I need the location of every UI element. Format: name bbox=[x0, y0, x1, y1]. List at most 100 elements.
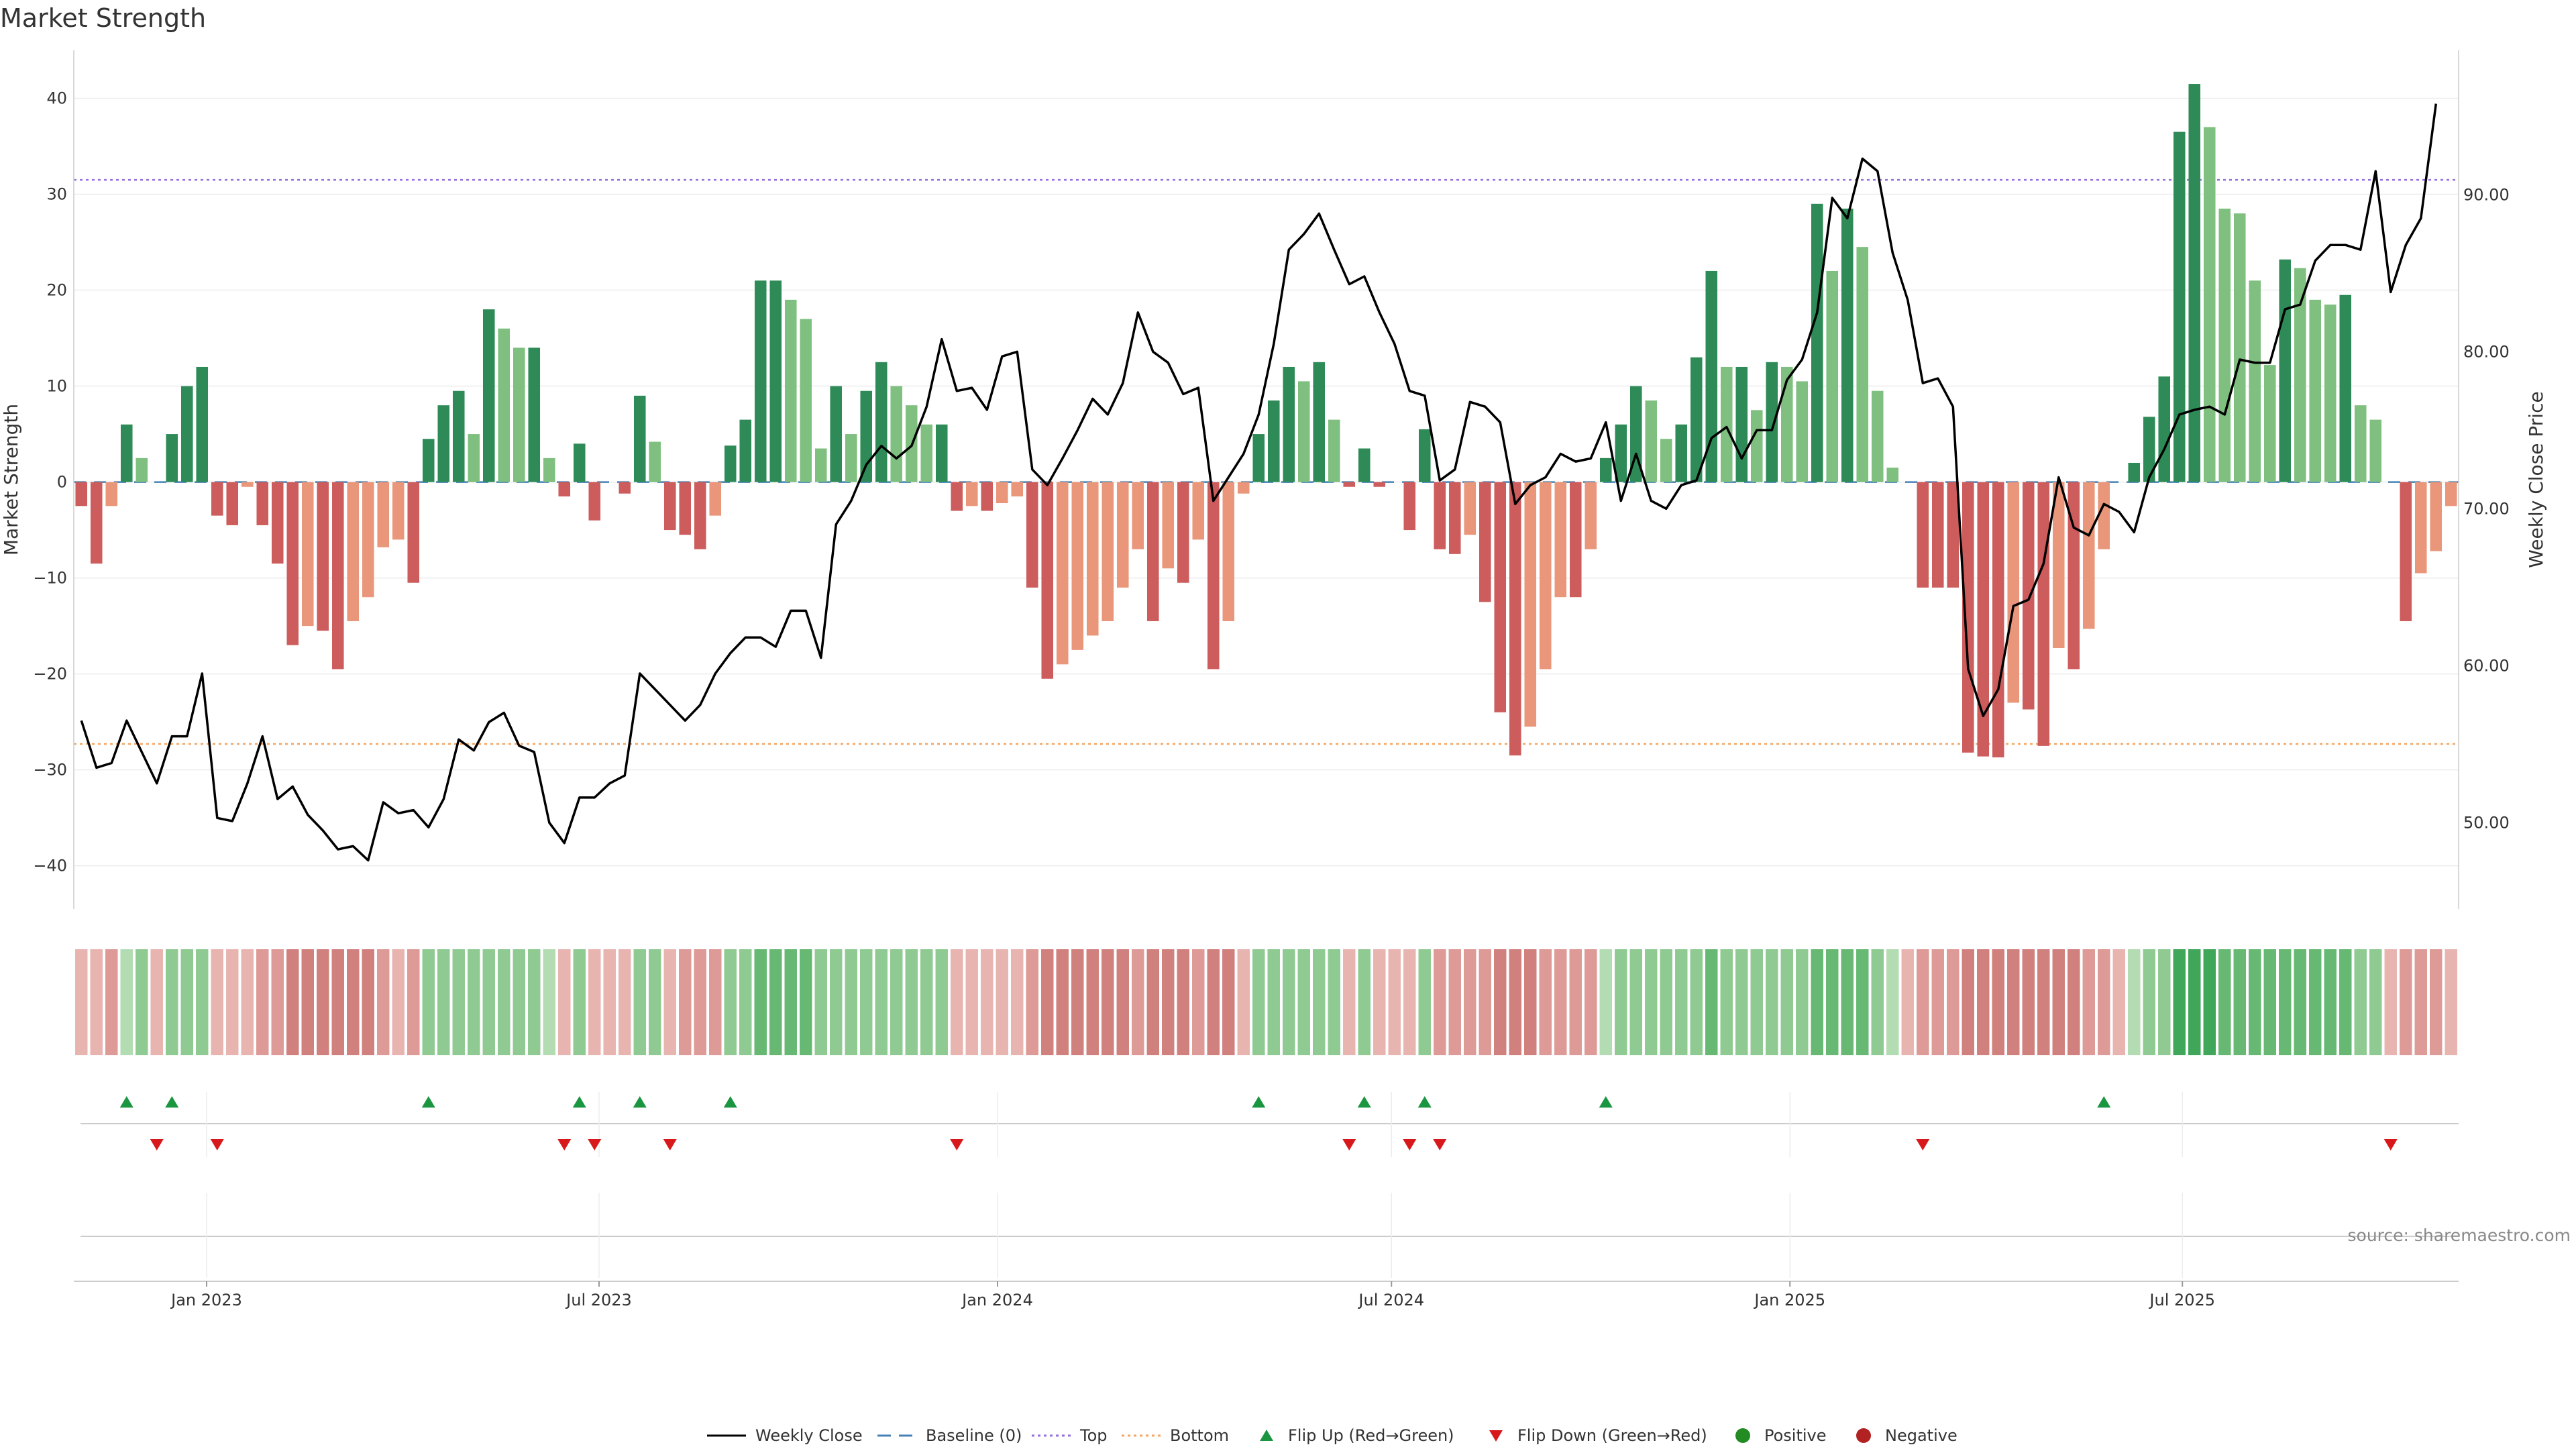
heat-cell bbox=[951, 949, 963, 1055]
heat-cell bbox=[1841, 949, 1854, 1055]
heat-cell bbox=[1992, 949, 2004, 1055]
strength-bar bbox=[1977, 482, 1990, 757]
heat-cell bbox=[498, 949, 511, 1055]
strength-bar bbox=[981, 482, 994, 511]
heat-cell bbox=[2324, 949, 2337, 1055]
legend-item: Flip Up (Red→Green) bbox=[1260, 1426, 1454, 1445]
legend-label: Top bbox=[1079, 1426, 1108, 1445]
strength-bar bbox=[1434, 482, 1446, 549]
heat-cell bbox=[1011, 949, 1024, 1055]
heat-cell bbox=[860, 949, 873, 1055]
strength-bar bbox=[136, 458, 148, 482]
strength-bar bbox=[1026, 482, 1038, 588]
flip-up-marker bbox=[119, 1096, 133, 1108]
legend-label: Bottom bbox=[1170, 1426, 1229, 1445]
strength-bar bbox=[800, 319, 812, 482]
heat-cell bbox=[2400, 949, 2412, 1055]
heat-cell bbox=[2098, 949, 2110, 1055]
flip-down-marker bbox=[1916, 1139, 1930, 1150]
strength-bar bbox=[1750, 410, 1763, 482]
heat-cell bbox=[784, 949, 797, 1055]
strength-bar bbox=[2430, 482, 2443, 551]
heat-cell bbox=[1343, 949, 1356, 1055]
heat-cell bbox=[1102, 949, 1114, 1055]
heat-cell bbox=[528, 949, 541, 1055]
heat-cell bbox=[1313, 949, 1326, 1055]
strength-bar bbox=[1886, 468, 1899, 482]
strength-bar bbox=[1418, 429, 1431, 482]
strength-bar bbox=[482, 309, 495, 482]
strength-bar bbox=[377, 482, 390, 547]
strength-bar bbox=[1735, 366, 1748, 482]
flip-up-marker bbox=[1252, 1096, 1266, 1108]
heat-cell bbox=[694, 949, 706, 1055]
strength-bars bbox=[75, 84, 2457, 758]
heat-cell bbox=[136, 949, 148, 1055]
strength-bar bbox=[860, 390, 873, 482]
heat-cell bbox=[2294, 949, 2306, 1055]
flip-down-marker bbox=[950, 1139, 964, 1150]
heat-cell bbox=[1599, 949, 1612, 1055]
strength-bar bbox=[1947, 482, 1960, 588]
heat-cell bbox=[2249, 949, 2261, 1055]
strength-bar bbox=[1585, 482, 1597, 549]
legend-item: Weekly Close bbox=[707, 1426, 863, 1445]
strength-bar bbox=[498, 328, 511, 482]
legend-label: Flip Down (Green→Red) bbox=[1517, 1426, 1707, 1445]
heat-cell bbox=[965, 949, 978, 1055]
heat-cell bbox=[2112, 949, 2125, 1055]
strength-bar bbox=[1931, 482, 1944, 588]
legend-label: Negative bbox=[1885, 1426, 1957, 1445]
flip-markers-panel bbox=[80, 1092, 2459, 1157]
flip-down-marker bbox=[663, 1139, 677, 1150]
strength-bar bbox=[105, 482, 118, 506]
x-tick-label: Jul 2025 bbox=[2148, 1291, 2215, 1309]
strength-bar bbox=[2218, 208, 2231, 482]
strength-bar bbox=[1479, 482, 1491, 602]
strength-bar bbox=[573, 443, 586, 482]
heat-cell bbox=[2218, 949, 2231, 1055]
strength-bar bbox=[558, 482, 571, 497]
heat-cell bbox=[1388, 949, 1401, 1055]
strength-heat-strip bbox=[75, 949, 2457, 1055]
flip-down-marker bbox=[588, 1139, 602, 1150]
strength-bar bbox=[814, 448, 827, 482]
heat-cell bbox=[2143, 949, 2155, 1055]
strength-bar bbox=[2158, 376, 2171, 482]
y-tick-label: 0 bbox=[57, 473, 67, 492]
heat-cell bbox=[1977, 949, 1990, 1055]
heat-cell bbox=[422, 949, 435, 1055]
heat-cell bbox=[1237, 949, 1250, 1055]
heat-cell bbox=[935, 949, 948, 1055]
strength-bar bbox=[663, 482, 676, 531]
strength-bar bbox=[1343, 482, 1356, 487]
heat-cell bbox=[2082, 949, 2095, 1055]
heat-cell bbox=[1328, 949, 1340, 1055]
y-tick-label: 20 bbox=[46, 281, 67, 300]
x-tick-label: Jul 2024 bbox=[1357, 1291, 1424, 1309]
x-tick-label: Jul 2023 bbox=[565, 1291, 632, 1309]
strength-bar bbox=[2203, 127, 2216, 482]
flip-up-marker bbox=[1357, 1096, 1371, 1108]
x-tick-label: Jan 2024 bbox=[961, 1291, 1033, 1309]
flip-down-marker bbox=[2383, 1139, 2398, 1150]
strength-bar bbox=[1177, 482, 1189, 583]
strength-bar bbox=[1071, 482, 1084, 650]
strength-bar bbox=[1599, 458, 1612, 482]
strength-bar bbox=[2143, 417, 2155, 482]
heat-cell bbox=[1585, 949, 1597, 1055]
axes: 40 30 20 10 0 −10 −20 −30 −40 90.00 80.00 70.00 60.0… bbox=[0, 50, 2547, 909]
heat-cell bbox=[347, 949, 360, 1055]
strength-bar bbox=[2173, 131, 2186, 482]
legend-item: Top bbox=[1032, 1426, 1108, 1445]
heat-cell bbox=[1569, 949, 1582, 1055]
legend-item: Baseline (0) bbox=[877, 1426, 1022, 1445]
heat-cell bbox=[769, 949, 782, 1055]
strength-bar bbox=[1192, 482, 1205, 540]
heat-cell bbox=[513, 949, 525, 1055]
strength-bar bbox=[845, 434, 857, 482]
heat-cell bbox=[1705, 949, 1718, 1055]
heat-cell bbox=[1826, 949, 1839, 1055]
flip-up-marker bbox=[723, 1096, 737, 1108]
